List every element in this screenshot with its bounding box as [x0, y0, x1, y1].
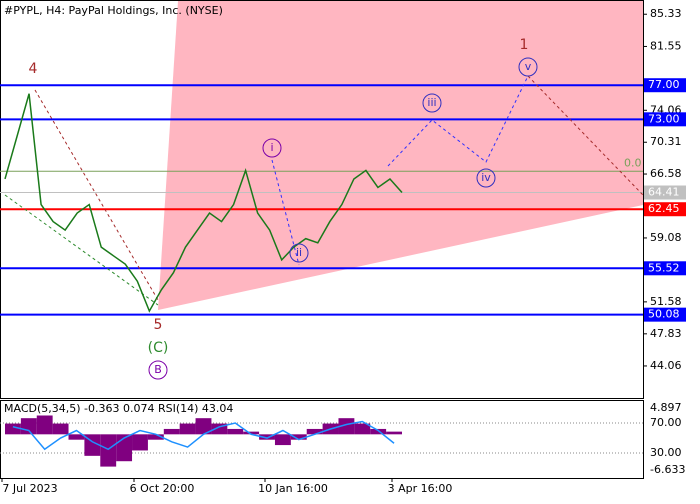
- projection: [387, 75, 529, 167]
- macd-bar: [20, 418, 37, 435]
- macd-bar: [100, 434, 117, 467]
- macd-bar: [274, 434, 291, 446]
- macd-bar: [290, 434, 307, 440]
- wave-circle: [476, 168, 496, 188]
- level-label: 55.52: [648, 261, 680, 274]
- level-box: [644, 112, 686, 127]
- y2-tick-label: 70.00: [650, 416, 682, 429]
- y-tick-label: 47.83: [650, 327, 682, 340]
- macd-bar: [243, 431, 260, 435]
- wave-circle: [262, 138, 282, 158]
- wave-label: 4: [29, 61, 38, 77]
- y-tick-label: 51.58: [650, 295, 682, 308]
- y-tick-label: 66.58: [650, 167, 682, 180]
- wave-label: iv: [481, 171, 491, 184]
- wave-label: i: [270, 141, 273, 154]
- wave-label: ii: [296, 246, 302, 259]
- macd-bar: [354, 423, 371, 435]
- level-box: [644, 78, 686, 93]
- rsi-line: [12, 420, 395, 451]
- macd-bar: [227, 428, 244, 435]
- macd-bar: [370, 428, 387, 435]
- indicator-title: MACD(5,34,5) -0.363 0.074 RSI(14) 43.04: [4, 402, 233, 415]
- projection: [34, 89, 159, 301]
- wave-circle: [148, 360, 168, 380]
- y-tick-label: 81.55: [650, 39, 682, 52]
- level-box: [644, 261, 686, 276]
- y-tick-label: -6.633: [650, 463, 685, 476]
- level-label: 73.00: [648, 112, 680, 125]
- wave-label: B: [154, 363, 162, 376]
- wave-circle: [422, 93, 442, 113]
- y-tick-label: 4.897: [650, 401, 682, 414]
- macd-bar: [132, 434, 148, 451]
- projection: [4, 194, 159, 306]
- macd-bar: [179, 423, 196, 435]
- y-tick-label: 59.08: [650, 231, 682, 244]
- level-box: [644, 202, 686, 217]
- wave-label: 1: [520, 37, 529, 53]
- y-tick-label: 85.33: [650, 7, 682, 20]
- y-tick-label: 44.06: [650, 359, 682, 372]
- macd-bar: [259, 434, 275, 440]
- macd-bar: [163, 428, 180, 435]
- macd-bar: [306, 428, 323, 435]
- current-box: [644, 185, 686, 200]
- wave-circle: [289, 243, 309, 263]
- x-tick-label: 10 Jan 16:00: [258, 482, 328, 495]
- macd-bar: [52, 423, 69, 435]
- chart-title: #PYPL, H4: PayPal Holdings, Inc. (NYSE): [4, 4, 223, 17]
- x-tick-label: 6 Oct 20:00: [130, 482, 195, 495]
- level-box: [644, 307, 686, 322]
- fib-label: 0.0: [624, 156, 642, 169]
- y2-tick-label: 30.00: [650, 446, 682, 459]
- main-frame: [0, 0, 644, 399]
- indicator-frame: [0, 400, 644, 479]
- x-tick-label: 7 Jul 2023: [2, 482, 57, 495]
- price-line: [4, 93, 403, 313]
- current-label: 64.41: [648, 186, 680, 199]
- wave-label: (C): [148, 340, 169, 356]
- level-label: 77.00: [648, 78, 680, 91]
- level-label: 50.08: [648, 308, 680, 321]
- macd-bar: [5, 423, 21, 435]
- macd-bar: [68, 434, 85, 440]
- level-label: 62.45: [648, 202, 680, 215]
- target-zone: [158, 1, 643, 310]
- wave-label: 5: [154, 317, 163, 333]
- y-tick-label: 70.31: [650, 135, 682, 148]
- macd-bar: [338, 418, 355, 435]
- wave-label: iii: [427, 96, 436, 109]
- x-tick-label: 3 Apr 16:00: [388, 482, 453, 495]
- macd-bar: [211, 423, 228, 435]
- macd-bar: [36, 415, 53, 435]
- macd-bar: [195, 418, 212, 435]
- wave-circle: [518, 57, 538, 77]
- macd-bar: [386, 431, 402, 435]
- macd-bar: [147, 434, 164, 440]
- wave-label: v: [525, 60, 532, 73]
